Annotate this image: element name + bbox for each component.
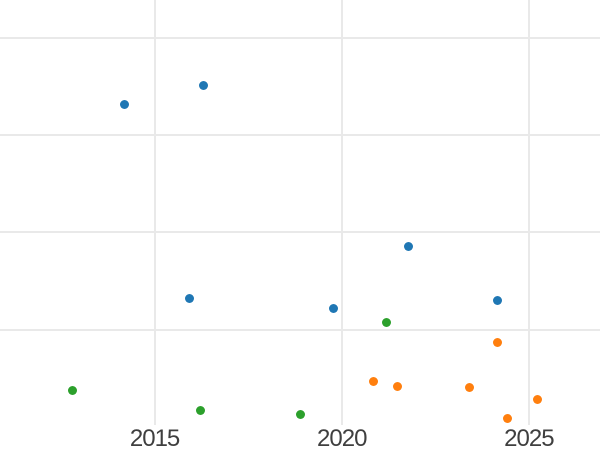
scatter-point-green-series	[296, 409, 306, 419]
scatter-point-green-series	[196, 405, 206, 415]
scatter-point-orange-series	[532, 395, 542, 405]
scatter-point-orange-series	[464, 382, 474, 392]
gridline-horizontal	[0, 36, 600, 39]
scatter-point-blue-series	[120, 99, 130, 109]
scatter-point-blue-series	[403, 241, 413, 251]
scatter-point-orange-series	[503, 413, 513, 423]
scatter-point-green-series	[382, 318, 392, 328]
gridline-vertical	[340, 0, 343, 425]
gridline-horizontal	[0, 134, 600, 137]
gridline-vertical	[527, 0, 530, 425]
x-tick-label-2020: 2020	[317, 425, 367, 450]
scatter-point-blue-series	[184, 294, 194, 304]
x-tick-label-2025: 2025	[504, 425, 554, 450]
scatter-point-blue-series	[329, 303, 339, 313]
x-tick-label-2015: 2015	[129, 425, 180, 450]
scatter-point-orange-series	[392, 381, 402, 391]
gridline-vertical	[153, 0, 156, 425]
scatter-point-orange-series	[492, 337, 502, 347]
plot-area	[0, 0, 600, 425]
gridline-horizontal	[0, 231, 600, 234]
gridline-horizontal	[0, 328, 600, 331]
scatter-point-blue-series	[492, 296, 502, 305]
scatter-point-green-series	[68, 386, 78, 396]
scatter-point-blue-series	[199, 81, 209, 91]
scatter-point-orange-series	[369, 376, 379, 386]
